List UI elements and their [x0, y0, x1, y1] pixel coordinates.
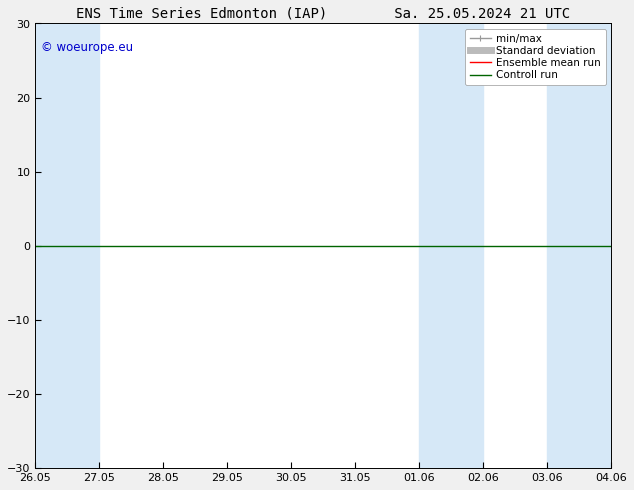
Bar [419, 24, 483, 468]
Text: © woeurope.eu: © woeurope.eu [41, 41, 133, 54]
Bar [547, 24, 611, 468]
Legend: min/max, Standard deviation, Ensemble mean run, Controll run: min/max, Standard deviation, Ensemble me… [465, 29, 606, 85]
Bar [36, 24, 100, 468]
Title: ENS Time Series Edmonton (IAP)        Sa. 25.05.2024 21 UTC: ENS Time Series Edmonton (IAP) Sa. 25.05… [76, 7, 571, 21]
